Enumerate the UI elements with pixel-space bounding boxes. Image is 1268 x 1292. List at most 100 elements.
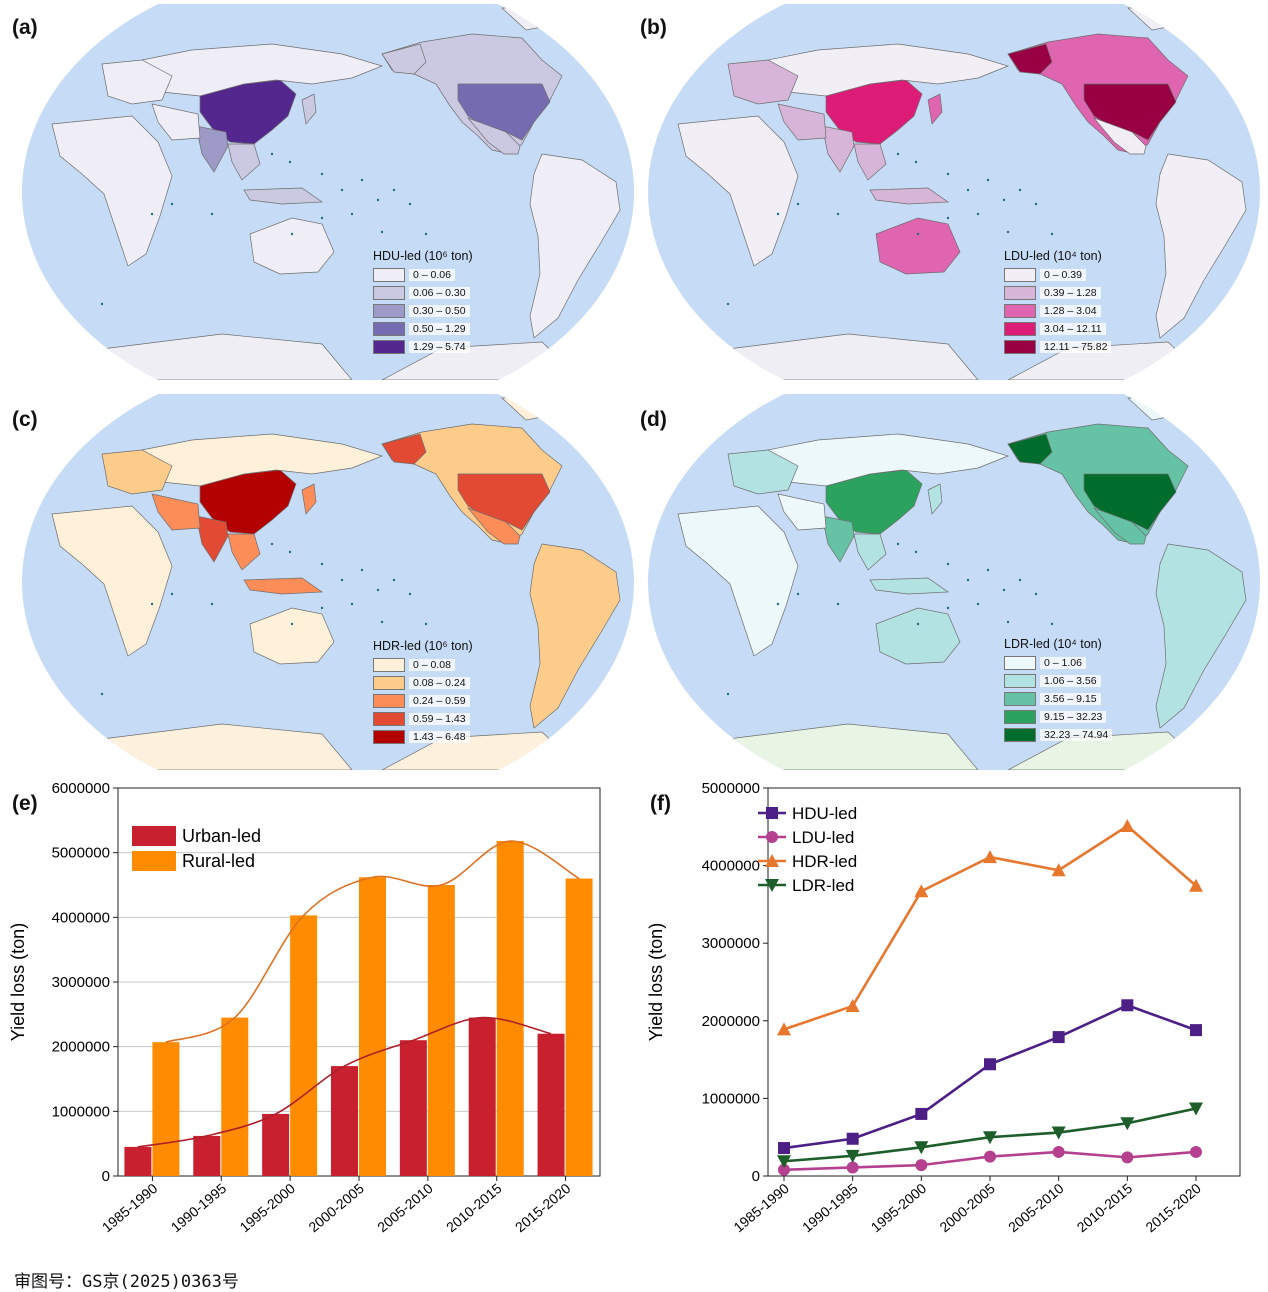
panel-label-f: (f) [650,792,671,815]
island-marker [270,152,274,156]
map-panel-d [648,394,1260,770]
data-point-triangle-down [983,1131,997,1145]
legend-label: 12.11 – 75.82 [1040,341,1112,353]
island-marker [1006,230,1010,234]
legend-label: Urban-led [182,826,261,846]
data-point-triangle-down [1120,1117,1135,1131]
legend-swatch [373,340,405,354]
x-tick-label: 1995-2000 [868,1180,930,1235]
island-marker [776,212,780,216]
country-mexico [1092,507,1147,545]
legend-swatch [373,268,405,282]
legend-label: HDU-led [792,804,857,823]
country-japan [927,93,943,125]
island-marker [320,216,324,220]
bar-urban-led [262,1113,290,1176]
legend-row: 32.23 – 74.94 [1004,726,1113,744]
legend-swatch [1004,304,1036,318]
island-marker [1018,188,1022,192]
y-tick-label: 6000000 [52,780,110,797]
legend-label: 1.29 – 5.74 [409,341,470,353]
world-map-svg [22,394,634,770]
island-marker [360,178,364,182]
x-tick-label: 2005-2010 [1005,1180,1067,1235]
x-tick-label: 1985-1990 [99,1180,161,1235]
legend-label: 0.30 – 0.50 [409,305,470,317]
legend-swatch [373,322,405,336]
legend-swatch [1004,710,1036,724]
legend-swatch [132,851,176,871]
bar-urban-led [468,1017,496,1176]
country-southAmerica [529,543,621,729]
island-marker [288,550,292,554]
x-tick-label: 1985-1990 [730,1180,792,1235]
legend-swatch [1004,268,1036,282]
country-indonesia [243,187,324,205]
country-europe [727,449,799,495]
island-marker [408,202,412,206]
data-point-circle [846,1161,859,1174]
y-tick-label: 0 [752,1168,760,1185]
country-seAsia [853,143,887,181]
island-marker [360,568,364,572]
y-axis-label: Yield loss (ton) [646,923,666,1041]
island-marker [320,606,324,610]
legend-row: 1.28 – 3.04 [1004,302,1111,320]
island-marker [340,188,344,192]
country-africa [677,505,799,657]
island-marker [270,542,274,546]
country-india [195,515,229,563]
country-southAmerica [529,153,621,339]
legend-row: 12.11 – 75.82 [1004,338,1112,356]
island-marker [976,602,980,606]
country-japan [927,483,943,515]
data-point-square [1052,1031,1065,1044]
bar-rural-led [221,1017,249,1176]
island-marker [1034,592,1038,596]
island-marker [170,202,174,206]
country-southAmerica [1155,543,1247,729]
map-legend-c: HDR-led (10⁶ ton) 0 – 0.08 0.08 – 0.24 0.24… [373,639,473,746]
data-point-triangle-up [845,999,860,1013]
series-line-hdu-led [783,1003,1197,1150]
legend-row: 9.15 – 32.23 [1004,708,1112,726]
y-tick-label: 5000000 [702,780,760,797]
island-marker [1002,588,1006,592]
legend-swatch [373,676,405,690]
country-europe [727,59,799,105]
island-marker [424,622,428,626]
island-marker [380,620,384,624]
legend-row: 0.39 – 1.28 [1004,284,1111,302]
legend-swatch [373,730,405,744]
island-marker [1006,620,1010,624]
island-marker [350,212,354,216]
world-map-svg [648,394,1260,770]
legend-label: 32.23 – 74.94 [1040,729,1113,741]
legend-label: 1.28 – 3.04 [1040,305,1101,317]
data-point-circle [1190,1145,1202,1158]
country-mexico [466,507,521,545]
country-indonesia [869,577,950,595]
legend-label: 0.08 – 0.24 [409,677,470,689]
island-marker [320,172,324,176]
bar-urban-led [331,1066,358,1176]
data-point-square [984,1058,996,1071]
data-point-triangle-down [777,1155,791,1169]
island-marker [408,592,412,596]
island-marker [966,578,970,582]
country-usa [1083,83,1177,141]
legend-row: 3.04 – 12.11 [1004,320,1111,338]
island-marker [100,302,104,306]
island-marker [350,602,354,606]
island-marker [896,152,900,156]
island-marker [392,578,396,582]
country-europe [101,449,173,495]
data-point-triangle-up [983,850,997,864]
legend-row: 1.06 – 3.56 [1004,672,1112,690]
country-usa [457,473,551,531]
country-indonesia [869,187,950,205]
y-tick-label: 4000000 [702,858,760,875]
data-point-circle [766,831,778,843]
country-australia [875,607,961,665]
legend-label: Rural-led [182,851,255,871]
